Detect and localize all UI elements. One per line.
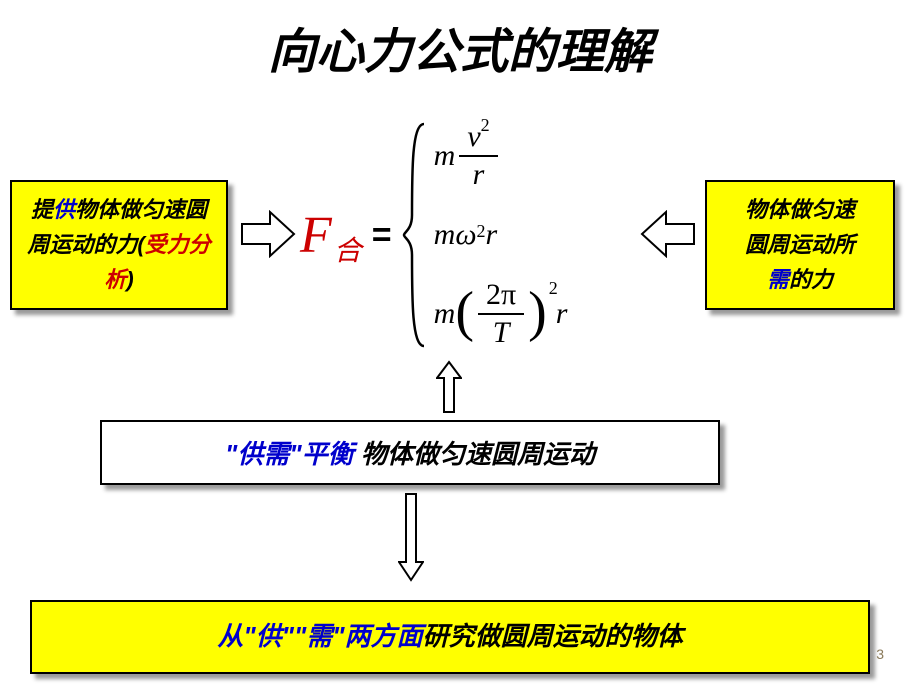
balance-rest: 物体做匀速圆周运动: [354, 439, 595, 469]
left-box-pre: 提: [31, 197, 53, 222]
formula-equals: =: [372, 216, 392, 255]
case-m2piT2r: m ( 2π T )2 r: [434, 278, 568, 350]
bottom-q1: "供": [243, 621, 294, 651]
balance-box: "供需"平衡 物体做匀速圆周运动: [100, 420, 720, 485]
bottom-q2: "需": [294, 621, 345, 651]
case3-sq: 2: [549, 278, 558, 299]
case3-2pi: 2π: [478, 277, 524, 315]
centripetal-formula: F 合 = m v2 r mω2r m ( 2π T )2 r: [300, 110, 660, 360]
balance-quote-close: ": [289, 439, 301, 469]
frac-v2r: v2 r: [459, 119, 497, 193]
case3-r: r: [556, 297, 568, 331]
right-box-line1: 物体做匀速: [745, 197, 855, 222]
bottom-rest: 研究做圆周运动的物体: [423, 621, 683, 651]
frac-2piT: 2π T: [478, 277, 524, 351]
page-number: 3: [876, 646, 884, 662]
case2-sq: 2: [477, 221, 486, 242]
paren-close: ): [528, 284, 547, 340]
bottom-pre: 从: [217, 621, 243, 651]
formula-cases: m v2 r mω2r m ( 2π T )2 r: [428, 120, 568, 350]
left-box-supply: 供: [53, 197, 75, 222]
case1-v: v: [467, 120, 480, 153]
left-brace-icon: [402, 120, 428, 350]
case1-m: m: [434, 139, 456, 173]
case-mw2r: mω2r: [434, 199, 568, 271]
case2-r: r: [486, 218, 498, 252]
formula-F: F: [300, 206, 332, 265]
formula-F-sub: 合: [334, 229, 362, 269]
right-box-need: 需: [767, 267, 789, 292]
arrow-up-icon: [436, 360, 462, 414]
case1-r: r: [465, 157, 493, 193]
case3-T: T: [485, 315, 518, 351]
arrow-down-icon: [398, 492, 424, 582]
left-box-post: ): [126, 267, 133, 292]
arrow-right-icon: [240, 210, 296, 258]
balance-key: 供需: [237, 439, 289, 469]
case1-sq: 2: [481, 115, 490, 135]
right-box-line2: 圆周运动所: [745, 232, 855, 257]
right-need-box: 物体做匀速 圆周运动所 需的力: [705, 180, 895, 310]
case2-omega: ω: [455, 218, 476, 252]
right-box-line3: 的力: [789, 267, 833, 292]
bottom-conclusion-box: 从"供""需"两方面研究做圆周运动的物体: [30, 600, 870, 674]
left-supply-box: 提供物体做匀速圆周运动的力(受力分析): [10, 180, 228, 310]
paren-open: (: [455, 284, 474, 340]
balance-quote-open: ": [225, 439, 237, 469]
case3-m: m: [434, 297, 456, 331]
case2-m: m: [434, 218, 456, 252]
balance-word: 平衡: [302, 439, 354, 469]
bottom-two-aspects: 两方面: [345, 621, 423, 651]
case-mv2r: m v2 r: [434, 120, 568, 192]
page-title: 向心力公式的理解: [0, 12, 920, 82]
